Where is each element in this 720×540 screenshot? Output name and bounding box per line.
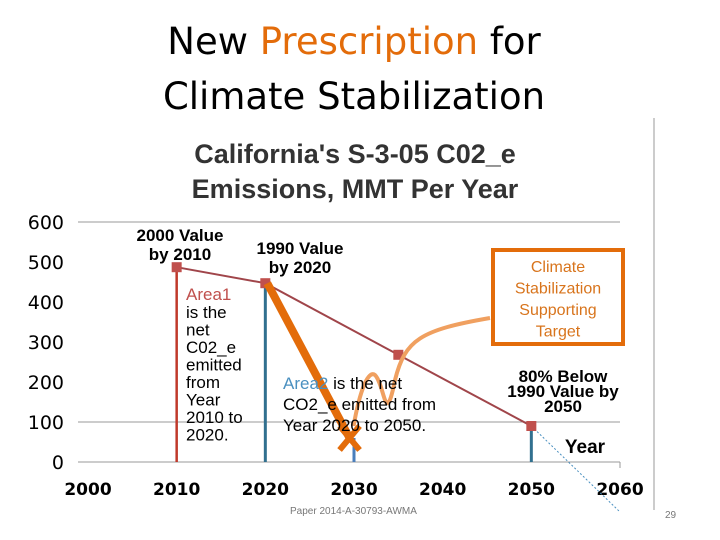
callout-text: Target (536, 324, 581, 341)
x-tick-label: 2060 (596, 480, 643, 500)
data-point (171, 262, 182, 273)
slide-title: New Prescription for Climate Stabilizati… (0, 14, 708, 124)
area1-label: Area1 (186, 285, 231, 304)
x-axis-label: Year (565, 437, 606, 458)
label-2020: 1990 Value (257, 239, 344, 258)
footer-text: Paper 2014-A-30793-AWMA (290, 506, 417, 517)
target-arrow (263, 281, 354, 440)
callout-text: Stabilization (515, 281, 601, 298)
label-2050: 80% Below (519, 367, 609, 386)
y-tick-label: 100 (28, 412, 64, 434)
callout-text: Supporting (519, 302, 596, 319)
area1-text: 2010 to (186, 408, 243, 427)
title-text-end: for (478, 20, 541, 63)
x-tick-label: 2050 (508, 480, 555, 500)
trend-extension (530, 425, 621, 513)
callout-box (491, 248, 625, 346)
label-2010: 2000 Value (137, 226, 224, 245)
callout-text: Climate (531, 259, 585, 276)
title-text: New (167, 20, 260, 63)
area1-text: emitted (186, 356, 242, 375)
x-tick-label: 2040 (419, 480, 466, 500)
area1-text: net (186, 321, 210, 340)
series-line (176, 266, 532, 427)
area2-text: Area2 is the net (283, 374, 402, 393)
target-x-mark (337, 424, 362, 452)
title-highlight: Prescription (259, 20, 479, 63)
x-tick-label: 2030 (330, 480, 377, 500)
label-2010: by 2010 (149, 245, 211, 264)
label-2020: by 2020 (269, 258, 331, 277)
y-tick-label: 400 (28, 292, 64, 314)
y-tick-label: 200 (28, 372, 64, 394)
data-point (526, 421, 537, 431)
y-tick-label: 0 (52, 452, 64, 474)
area1-text: C02_e (186, 338, 236, 357)
area1-text: from (186, 373, 220, 392)
area2-text: CO2_e emitted from (283, 395, 436, 414)
area1-text: 2020. (186, 426, 229, 445)
label-2050: 2050 (544, 397, 582, 416)
title-line2: Climate Stabilization (162, 75, 546, 118)
y-tick-label: 500 (28, 252, 64, 274)
area1-text: Year (186, 391, 221, 410)
chart-title-line2: Emissions, MMT Per Year (192, 174, 519, 204)
data-point (393, 349, 404, 360)
area1-text: is the (186, 303, 227, 322)
x-tick-label: 2000 (64, 480, 111, 500)
label-2050: 1990 Value by (507, 382, 619, 401)
chart-title-line1: California's S-3-05 C02_e (194, 139, 516, 169)
area2-text: Year 2020 to 2050. (283, 416, 426, 435)
x-tick-label: 2010 (153, 480, 200, 500)
callout-connector (351, 316, 491, 427)
y-tick-label: 600 (28, 212, 64, 234)
y-tick-label: 300 (28, 332, 64, 354)
page-number: 29 (665, 510, 677, 521)
x-tick-label: 2020 (242, 480, 289, 500)
data-point (260, 278, 271, 289)
